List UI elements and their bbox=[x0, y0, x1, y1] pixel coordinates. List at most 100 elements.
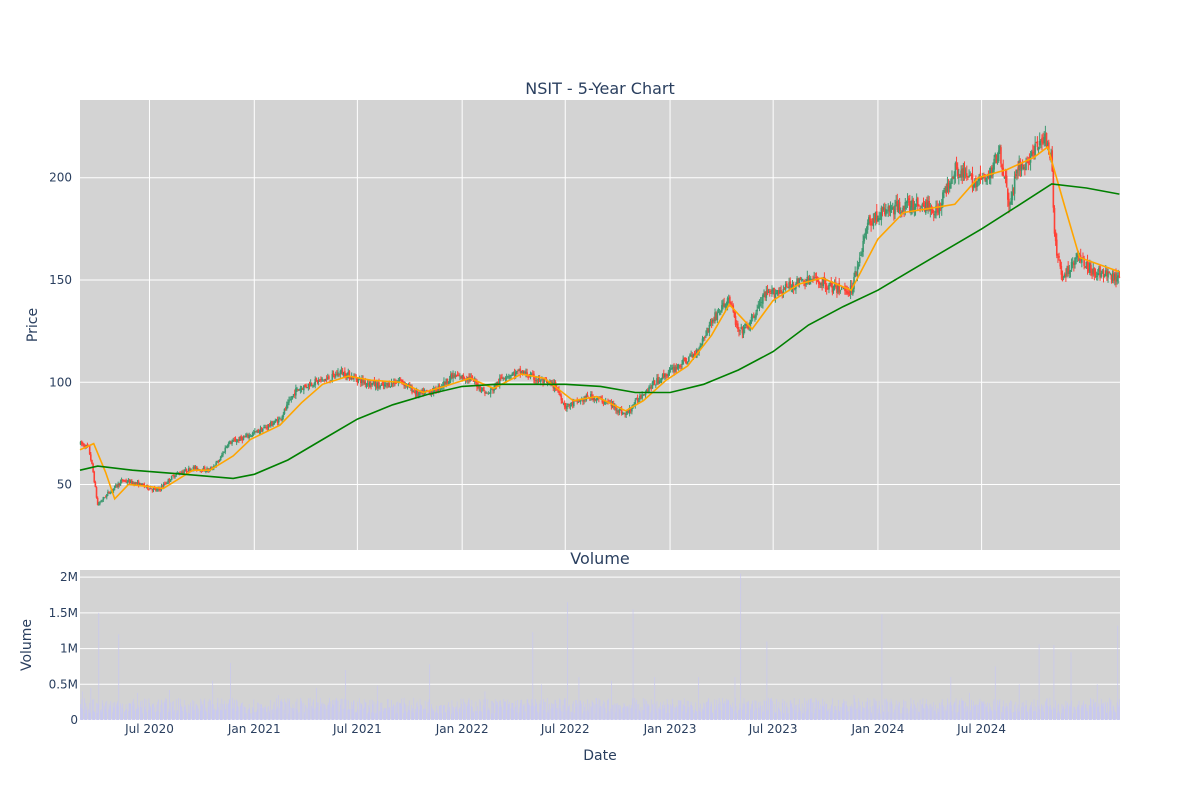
volume-bar bbox=[643, 710, 645, 720]
volume-bar bbox=[383, 707, 385, 720]
volume-bar bbox=[283, 709, 285, 720]
candle-body bbox=[462, 375, 465, 379]
x-tick-label: Jan 2023 bbox=[643, 722, 697, 736]
volume-bar bbox=[145, 708, 146, 720]
volume-bar bbox=[1022, 713, 1023, 720]
volume-bar bbox=[830, 711, 832, 720]
volume-bar bbox=[227, 704, 229, 720]
volume-bar bbox=[850, 708, 852, 720]
volume-bar bbox=[400, 703, 402, 720]
candle-body bbox=[666, 374, 669, 377]
volume-bar bbox=[567, 707, 569, 720]
volume-bar bbox=[970, 709, 972, 720]
volume-bar bbox=[146, 712, 147, 720]
volume-bar bbox=[1093, 703, 1095, 720]
volume-bar bbox=[488, 709, 489, 720]
price-y-tick-label: 200 bbox=[49, 171, 72, 185]
candle-body bbox=[537, 377, 540, 381]
volume-bar bbox=[795, 712, 797, 720]
volume-bar bbox=[840, 707, 841, 720]
candle-body bbox=[951, 177, 953, 184]
volume-bar bbox=[295, 701, 297, 720]
volume-bar bbox=[751, 703, 752, 720]
volume-bar bbox=[893, 712, 895, 720]
volume-bar bbox=[670, 708, 672, 720]
volume-bar bbox=[244, 713, 246, 720]
volume-bar bbox=[906, 713, 907, 720]
candle-body bbox=[269, 421, 272, 426]
volume-bar bbox=[994, 666, 996, 720]
volume-bar bbox=[997, 706, 999, 720]
volume-bar bbox=[515, 700, 517, 720]
volume-bar bbox=[124, 711, 126, 720]
volume-bar bbox=[616, 705, 617, 720]
volume-bar bbox=[746, 701, 748, 720]
volume-bar bbox=[273, 701, 275, 720]
volume-bar bbox=[755, 709, 756, 720]
volume-bar bbox=[202, 704, 203, 720]
volume-bar bbox=[953, 702, 955, 720]
candle-body bbox=[333, 375, 336, 377]
volume-bar bbox=[783, 713, 784, 720]
candle-body bbox=[284, 408, 287, 410]
volume-bar bbox=[173, 701, 174, 720]
volume-bar bbox=[586, 710, 588, 720]
candle-body bbox=[836, 285, 838, 293]
candle-body bbox=[266, 427, 269, 429]
volume-bar bbox=[369, 699, 371, 720]
candle-body bbox=[325, 378, 328, 380]
volume-bar bbox=[200, 701, 202, 720]
candle-body bbox=[543, 379, 545, 383]
volume-bar bbox=[1062, 705, 1064, 720]
price-gridlines bbox=[80, 100, 1120, 550]
candle-body bbox=[691, 355, 694, 358]
volume-bar bbox=[834, 706, 836, 720]
volume-bar bbox=[640, 712, 641, 720]
volume-bar bbox=[857, 707, 859, 720]
volume-bar bbox=[822, 698, 824, 720]
volume-bar bbox=[1045, 702, 1047, 720]
volume-bar bbox=[794, 709, 796, 720]
volume-bar bbox=[594, 704, 596, 720]
candle-body bbox=[514, 371, 517, 377]
volume-bar bbox=[1098, 703, 1100, 720]
volume-bar bbox=[447, 709, 448, 720]
volume-bar bbox=[704, 703, 706, 720]
candle-body bbox=[289, 399, 291, 401]
candle-body bbox=[170, 475, 173, 480]
volume-bar bbox=[524, 703, 526, 720]
volume-bar bbox=[843, 701, 845, 720]
candle-body bbox=[767, 292, 770, 293]
candle-body bbox=[407, 384, 410, 386]
candle-body bbox=[99, 502, 101, 504]
volume-bar bbox=[1037, 712, 1039, 720]
volume-bar bbox=[112, 712, 113, 720]
volume-bar bbox=[379, 710, 380, 720]
volume-bar bbox=[611, 680, 612, 720]
volume-bar bbox=[110, 701, 112, 720]
volume-bar bbox=[447, 704, 449, 720]
volume-bar bbox=[380, 707, 382, 720]
candle-body bbox=[137, 481, 140, 487]
candle-body bbox=[390, 382, 393, 387]
volume-bar bbox=[648, 704, 649, 720]
volume-bar bbox=[151, 704, 153, 720]
volume-bar bbox=[1088, 705, 1090, 720]
volume-bar bbox=[990, 706, 992, 720]
candle-body bbox=[334, 374, 337, 377]
volume-bar bbox=[391, 709, 393, 720]
volume-bar bbox=[1029, 706, 1031, 720]
candle-body bbox=[759, 301, 762, 303]
candle-body bbox=[394, 381, 396, 385]
candle-body bbox=[734, 316, 737, 325]
candle-body bbox=[388, 383, 391, 388]
volume-bar bbox=[879, 705, 880, 720]
volume-bar bbox=[771, 697, 772, 720]
volume-bar bbox=[969, 711, 971, 720]
volume-bar bbox=[622, 707, 624, 720]
candle-body bbox=[541, 379, 543, 381]
candle-body bbox=[713, 319, 715, 321]
candle-body bbox=[773, 287, 776, 298]
volume-bar bbox=[503, 698, 505, 720]
volume-bar bbox=[116, 704, 117, 720]
